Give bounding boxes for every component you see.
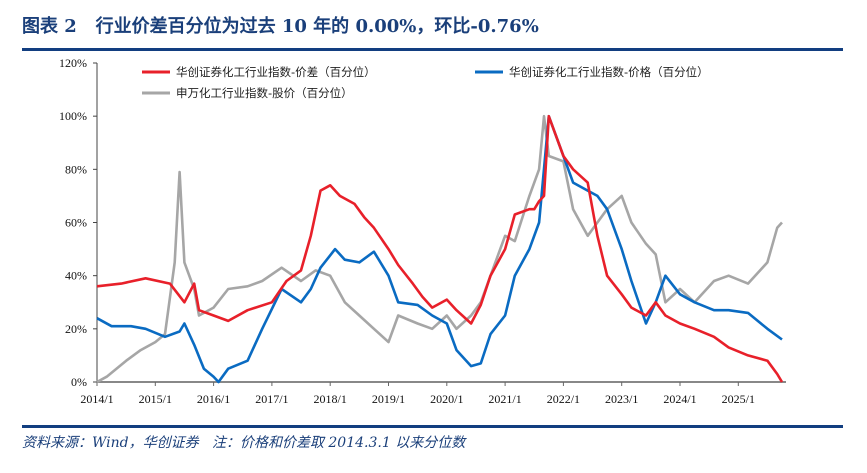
chart-title: 图表 2 行业价差百分位为过去 10 年的 0.00%，环比-0.76% (22, 16, 539, 37)
x-tick-label: 2017/1 (255, 392, 288, 406)
footer-rule (22, 425, 843, 428)
y-tick-label: 60% (65, 216, 87, 230)
source-note: 资料来源：Wind，华创证券 注：价格和价差取 2014.3.1 以来分位数 (22, 435, 466, 451)
series-line-1 (96, 114, 783, 384)
x-tick-label: 2021/1 (488, 392, 521, 406)
x-tick-label: 2025/1 (722, 392, 755, 406)
x-tick-label: 2016/1 (197, 392, 230, 406)
series-line-2 (96, 114, 783, 384)
x-tick-label: 2024/1 (663, 392, 696, 406)
x-tick-label: 2019/1 (372, 392, 405, 406)
y-tick-label: 20% (65, 322, 87, 336)
x-tick-label: 2023/1 (605, 392, 638, 406)
y-tick-label: 100% (59, 109, 87, 123)
x-tick-label: 2015/1 (139, 392, 172, 406)
y-tick-label: 120% (59, 56, 87, 70)
series-line-0 (96, 114, 784, 383)
legend-label-0: 华创证券化工行业指数-价差（百分位） (176, 65, 376, 79)
y-tick-label: 40% (65, 269, 87, 283)
x-tick-label: 2020/1 (430, 392, 463, 406)
x-tick-label: 2022/1 (547, 392, 580, 406)
x-tick-label: 2018/1 (314, 392, 347, 406)
title-rule (22, 48, 843, 51)
legend-label-2: 申万化工行业指数-股价（百分位） (176, 86, 353, 100)
legend-label-1: 华创证券化工行业指数-价格（百分位） (509, 65, 709, 79)
x-tick-label: 2014/1 (80, 392, 113, 406)
y-tick-label: 0% (71, 375, 87, 389)
y-tick-label: 80% (65, 162, 87, 176)
